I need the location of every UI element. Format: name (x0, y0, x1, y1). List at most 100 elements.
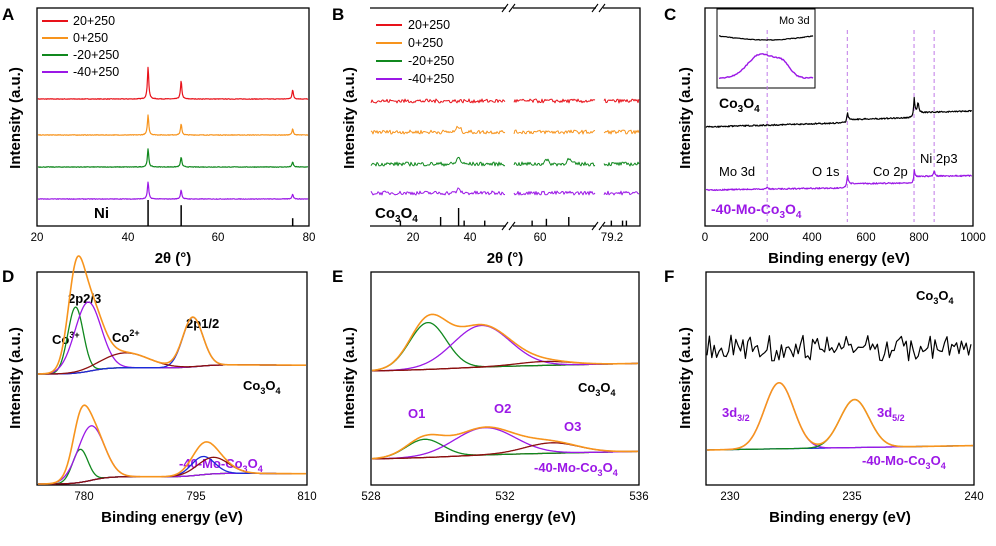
b-tick-label: 40 (464, 232, 477, 244)
survey-co3o4 (705, 96, 972, 128)
xrd-series--20+250 (513, 157, 596, 167)
xrd-series--20+250 (370, 156, 506, 167)
d-co3o4-component-green (37, 306, 307, 375)
panel-b-ylabel: Intensity (a.u.) (341, 67, 358, 169)
legend-label: 20+250 (73, 14, 115, 28)
d-mo-component-green (37, 448, 307, 485)
panel-a-ylabel: Intensity (a.u.) (7, 67, 24, 169)
panel-e-frame (370, 271, 640, 486)
d-2p12-label: 2p1/2 (186, 316, 219, 331)
f-co3o4-label: Co3O4 (916, 288, 954, 306)
xrd-series-0+250 (37, 114, 309, 136)
xrd-series-0+250 (370, 125, 506, 135)
f-tick-label: 235 (842, 491, 861, 503)
panel-label-b: B (332, 5, 344, 24)
e-mo-label: -40-Mo-Co3O4 (534, 460, 618, 478)
d-tick-label: 780 (74, 491, 93, 503)
panel-label-d: D (2, 267, 14, 286)
c-inset-frame (716, 8, 816, 89)
panel-label-f: F (664, 267, 674, 286)
legend-label: 0+250 (73, 31, 108, 45)
panel-c-xlabel: Binding energy (eV) (768, 250, 910, 267)
e-co3o4-label: Co3O4 (578, 380, 616, 398)
legend-label: -40+250 (73, 65, 119, 79)
panel-label-a: A (2, 5, 14, 24)
e-o1-label: O1 (408, 406, 425, 421)
d-mo-component-blue (37, 455, 307, 485)
f-co3o4-noise (706, 334, 972, 362)
panel-a-legend: 20+250 0+250 -20+250 -40+250 (42, 14, 119, 79)
c-tick-label: 1000 (960, 232, 986, 244)
c-tick-label: 800 (909, 232, 928, 244)
c-tick-label: 600 (856, 232, 875, 244)
panel-c-ylabel: Intensity (a.u.) (677, 67, 694, 169)
b-tick-label: 79.2 (601, 232, 623, 244)
f-tick-label: 230 (720, 491, 739, 503)
legend-label: -40+250 (408, 72, 454, 86)
xrd-series--20+250 (37, 148, 309, 168)
d-co3o4-envelope (37, 255, 307, 375)
inset-mo-curve (718, 53, 814, 80)
c-o1s-label: O 1s (812, 164, 840, 179)
f-envelope (706, 382, 974, 451)
c-ni2p3-label: Ni 2p3 (920, 151, 958, 166)
xrd-series-20+250 (37, 66, 309, 100)
xrd-series--40+250 (37, 181, 309, 200)
b-tick-label: 60 (534, 232, 547, 244)
plot-layer (37, 30, 974, 485)
e-o2-label: O2 (494, 401, 511, 416)
c-mo3d-label: Mo 3d (719, 164, 755, 179)
b-co3o4-label: Co3O4 (375, 205, 418, 225)
e-co3o4-envelope (371, 313, 639, 372)
e-o3-label: O3 (564, 419, 581, 434)
panel-f-ylabel: Intensity (a.u.) (677, 327, 694, 429)
f-3d32-label: 3d3/2 (722, 405, 750, 423)
panel-label-e: E (332, 267, 343, 286)
c-tick-label: 200 (749, 232, 768, 244)
d-tick-label: 810 (297, 491, 316, 503)
a-tick-label: 40 (122, 232, 135, 244)
c-tick-label: 0 (702, 232, 708, 244)
c-mo-label: -40-Mo-Co3O4 (711, 201, 802, 221)
d-mo-envelope (37, 404, 307, 485)
f-3d52-label: 3d5/2 (877, 405, 905, 423)
a-ni-label: Ni (94, 205, 109, 222)
panel-d-frame (36, 271, 308, 486)
xrd-series-20+250 (513, 98, 596, 104)
c-tick-label: 400 (802, 232, 821, 244)
d-co3o4-component-maroon (37, 352, 307, 375)
panel-f-frame (705, 271, 975, 486)
b-tick-label: 20 (407, 232, 420, 244)
xrd-series--40+250 (513, 190, 596, 196)
d-co3o4-label: Co3O4 (243, 378, 281, 396)
a-tick-label: 60 (212, 232, 225, 244)
f-mo-label: -40-Mo-Co3O4 (862, 453, 946, 471)
panel-e-ylabel: Intensity (a.u.) (341, 327, 358, 429)
e-tick-label: 536 (629, 491, 648, 503)
panel-d-ylabel: Intensity (a.u.) (7, 327, 24, 429)
legend-label: 0+250 (408, 36, 443, 50)
panel-b-frame (370, 3, 641, 231)
panel-f-xlabel: Binding energy (eV) (769, 509, 911, 526)
e-mo-envelope (371, 426, 639, 460)
c-co3o4-label: Co3O4 (719, 95, 760, 115)
survey-mo-co3o4 (706, 168, 972, 192)
xrd-series--40+250 (370, 187, 506, 196)
c-inset-title: Mo 3d (779, 15, 810, 27)
a-tick-label: 80 (303, 232, 316, 244)
panel-label-c: C (664, 5, 676, 24)
inset-co3o4-curve (719, 35, 814, 41)
e-tick-label: 532 (495, 491, 514, 503)
panel-d-xlabel: Binding energy (eV) (101, 509, 243, 526)
panel-a-frame (36, 7, 310, 227)
a-tick-label: 20 (31, 232, 44, 244)
f-tick-label: 240 (964, 491, 983, 503)
panel-a-xlabel: 2θ (°) (155, 250, 192, 267)
xrd-series-0+250 (513, 129, 596, 135)
e-mo-component-purple (371, 427, 639, 460)
panel-b-xlabel: 2θ (°) (487, 250, 524, 267)
xrd-series-0+250 (603, 129, 640, 135)
panel-e-xlabel: Binding energy (eV) (434, 509, 576, 526)
legend-label: -20+250 (408, 54, 454, 68)
